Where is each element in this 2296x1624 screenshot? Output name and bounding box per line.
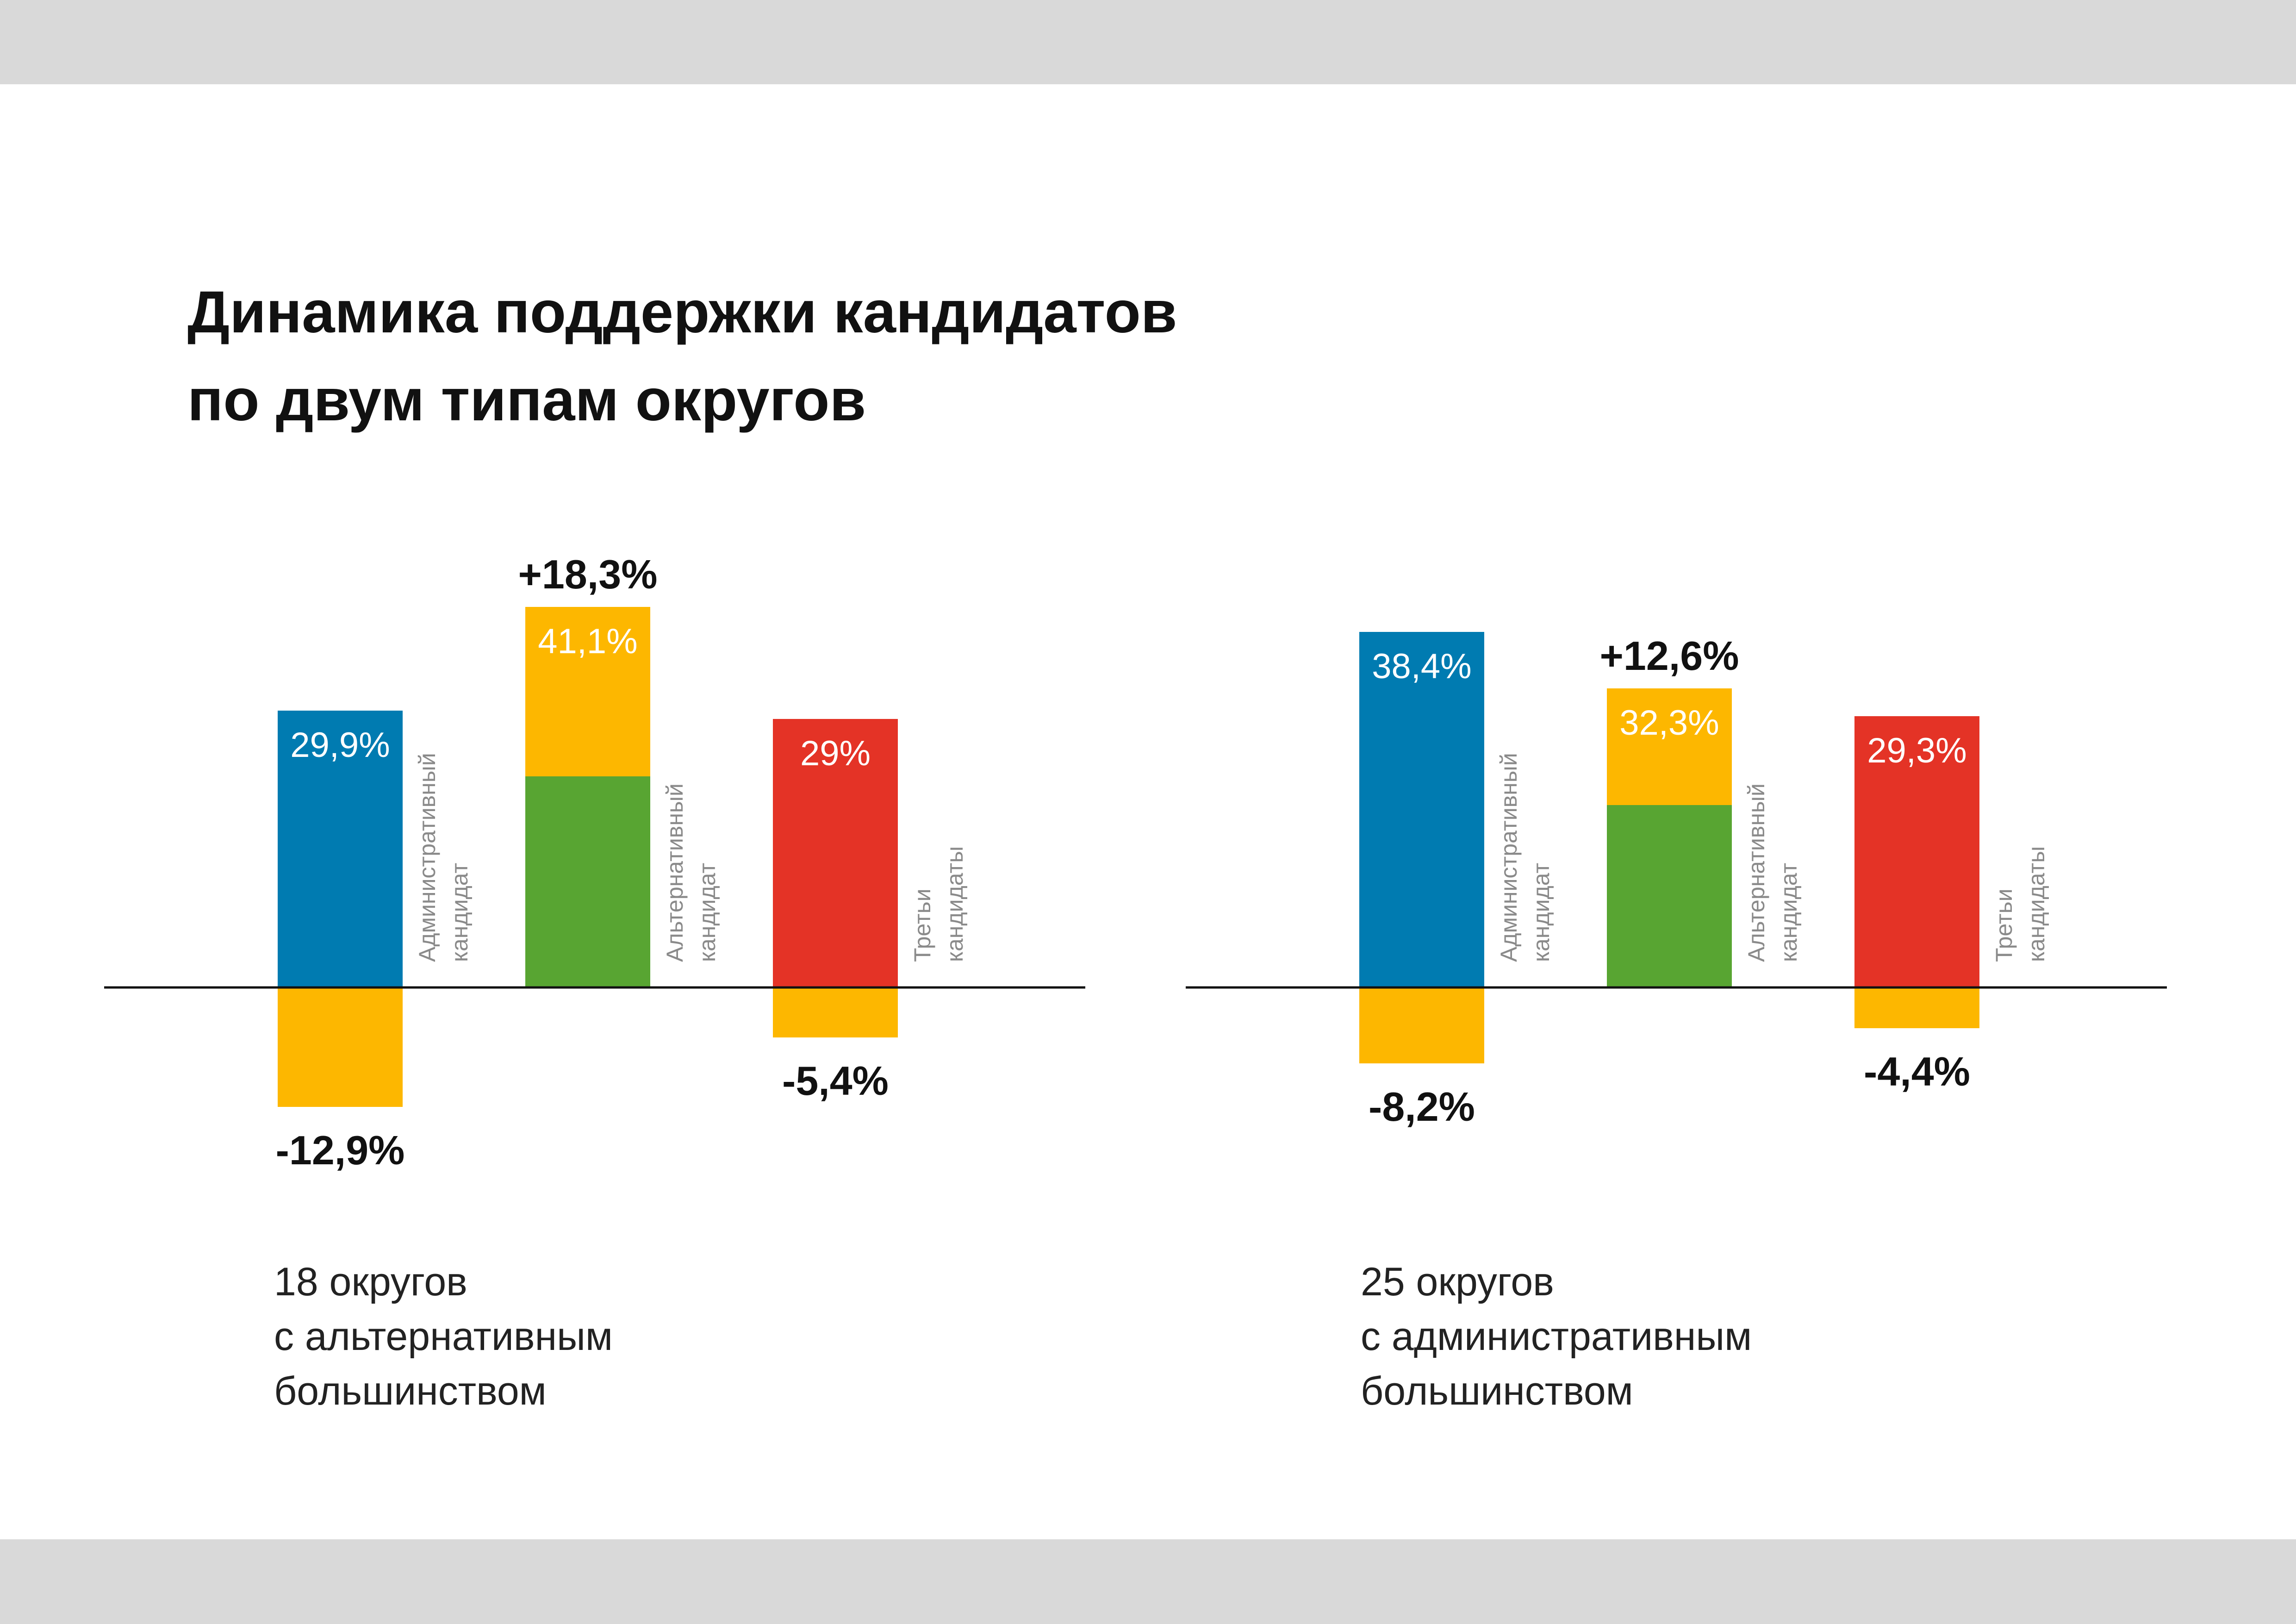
data-label-change: +18,3% — [518, 551, 658, 597]
data-label-support: 32,3% — [1619, 703, 1719, 743]
top-band — [0, 0, 2296, 84]
category-label: Третьи кандидаты — [909, 846, 968, 962]
bottom-band — [0, 1539, 2296, 1624]
bar-support — [773, 719, 898, 987]
category-label-line: Альтернативный — [662, 783, 688, 962]
category-label-line: Административный — [1496, 753, 1522, 962]
data-label-support: 29,9% — [290, 725, 390, 765]
data-label-change: -8,2% — [1369, 1084, 1475, 1130]
bar-support — [1359, 632, 1484, 987]
category-label-line: кандидат — [1528, 863, 1554, 962]
caption-line: с альтернативным — [274, 1314, 613, 1359]
category-label-line: кандидаты — [942, 846, 968, 962]
bar-change-loss — [1854, 987, 1979, 1028]
bar-change-gain — [1607, 688, 1732, 805]
page-title: Динамика поддержки кандидатов по двум ти… — [187, 269, 1668, 444]
category-label: Альтернативный кандидат — [1743, 783, 1802, 962]
data-label-change: -12,9% — [276, 1127, 405, 1173]
data-label-change: -5,4% — [782, 1058, 889, 1104]
category-label-line: Третьи — [909, 888, 935, 962]
category-label-line: кандидат — [694, 863, 720, 962]
data-label-support: 29,3% — [1867, 731, 1967, 770]
chart-right-caption: 25 округов с административным большинств… — [1361, 1255, 1962, 1418]
bar-change-loss — [773, 987, 898, 1037]
bar-support — [278, 711, 403, 987]
category-label-line: Административный — [414, 753, 440, 962]
chart-left-caption: 18 округов с альтернативным большинством — [274, 1255, 876, 1418]
category-label: Альтернативный кандидат — [662, 783, 720, 962]
data-label-support: 29% — [800, 734, 871, 773]
category-label-line: Альтернативный — [1743, 783, 1769, 962]
category-label-line: кандидаты — [2023, 846, 2049, 962]
title-line-2: по двум типам округов — [187, 367, 866, 433]
data-label-change: +12,6% — [1600, 633, 1739, 679]
bar-support — [1854, 716, 1979, 987]
caption-line: большинством — [274, 1369, 547, 1413]
bar-change-loss — [278, 987, 403, 1107]
data-label-support: 38,4% — [1372, 647, 1472, 686]
category-label: Административный кандидат — [414, 753, 473, 962]
bar-change-gain — [525, 607, 650, 776]
title-line-1: Динамика поддержки кандидатов — [187, 279, 1177, 345]
category-label: Административный кандидат — [1496, 753, 1554, 962]
caption-line: 18 округов — [274, 1260, 467, 1304]
bar-change-loss — [1359, 987, 1484, 1063]
data-label-change: -4,4% — [1864, 1049, 1970, 1094]
data-label-support: 41,1% — [538, 622, 638, 661]
category-label-line: кандидат — [447, 863, 473, 962]
caption-line: большинством — [1361, 1369, 1633, 1413]
caption-line: с административным — [1361, 1314, 1752, 1359]
category-label-line: кандидат — [1776, 863, 1802, 962]
category-label: Третьи кандидаты — [1991, 846, 2049, 962]
caption-line: 25 округов — [1361, 1260, 1554, 1304]
category-label-line: Третьи — [1991, 888, 2017, 962]
